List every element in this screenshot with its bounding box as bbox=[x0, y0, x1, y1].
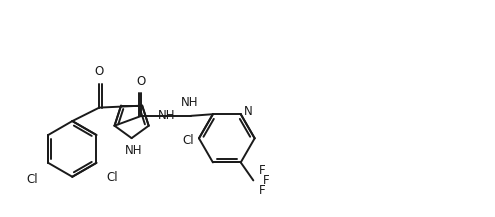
Text: F: F bbox=[259, 184, 265, 197]
Text: Cl: Cl bbox=[27, 173, 38, 186]
Text: Cl: Cl bbox=[182, 134, 194, 147]
Text: N: N bbox=[245, 105, 253, 118]
Text: NH: NH bbox=[157, 109, 175, 122]
Text: F: F bbox=[259, 164, 265, 177]
Text: O: O bbox=[137, 75, 146, 87]
Text: NH: NH bbox=[125, 145, 143, 158]
Text: Cl: Cl bbox=[106, 171, 118, 184]
Text: F: F bbox=[263, 174, 270, 187]
Text: NH: NH bbox=[181, 96, 198, 109]
Text: O: O bbox=[95, 65, 104, 78]
